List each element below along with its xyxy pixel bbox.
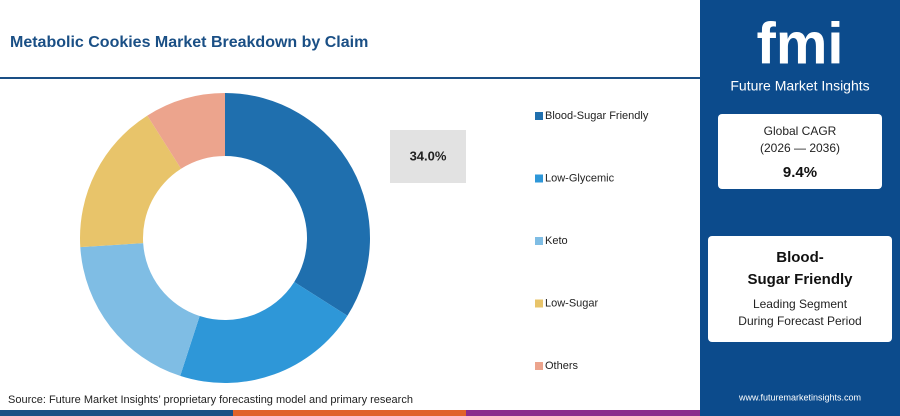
legend-label: Blood-Sugar Friendly bbox=[545, 110, 649, 122]
legend-swatch bbox=[535, 299, 543, 308]
cagr-card bbox=[718, 114, 882, 189]
legend-swatch bbox=[535, 362, 543, 370]
legend-swatch bbox=[535, 237, 543, 245]
logo: fmi bbox=[757, 11, 844, 76]
strip bbox=[233, 410, 466, 416]
callout-label: 34.0% bbox=[410, 148, 447, 163]
url: www.futuremarketinsights.com bbox=[738, 392, 861, 402]
legend-swatch bbox=[535, 112, 543, 120]
strip bbox=[0, 410, 233, 416]
donut-segment bbox=[180, 281, 348, 383]
strip bbox=[466, 410, 700, 416]
chart-title: Metabolic Cookies Market Breakdown by Cl… bbox=[10, 34, 368, 51]
donut-segment bbox=[225, 93, 370, 316]
donut-segment bbox=[80, 115, 182, 248]
legend-label: Low-Glycemic bbox=[545, 172, 615, 184]
segment-card bbox=[708, 236, 892, 342]
legend-label: Low-Sugar bbox=[545, 297, 599, 309]
cagr-period: (2026 — 2036) bbox=[760, 141, 840, 155]
segment-note: Leading Segment bbox=[753, 297, 848, 311]
legend-label: Others bbox=[545, 360, 579, 372]
legend-swatch bbox=[535, 174, 543, 183]
sidebar bbox=[700, 0, 900, 416]
cagr-label: Global CAGR bbox=[764, 124, 837, 138]
callout-box bbox=[390, 130, 466, 183]
legend: Blood-Sugar Friendly Low-Glycemic Keto Low-… bbox=[535, 110, 649, 372]
source: Source: Future Market Insights’ propriet… bbox=[8, 394, 413, 406]
brand: Future Market Insights bbox=[730, 78, 869, 94]
legend-label: Keto bbox=[545, 235, 568, 247]
donut-segment bbox=[147, 93, 225, 169]
donut-segment bbox=[80, 243, 200, 376]
segment: Blood-Sugar Friendly bbox=[747, 249, 853, 288]
segment-note: During Forecast Period bbox=[738, 314, 861, 328]
cagr-value: 9.4% bbox=[783, 164, 817, 181]
donut bbox=[80, 93, 370, 383]
